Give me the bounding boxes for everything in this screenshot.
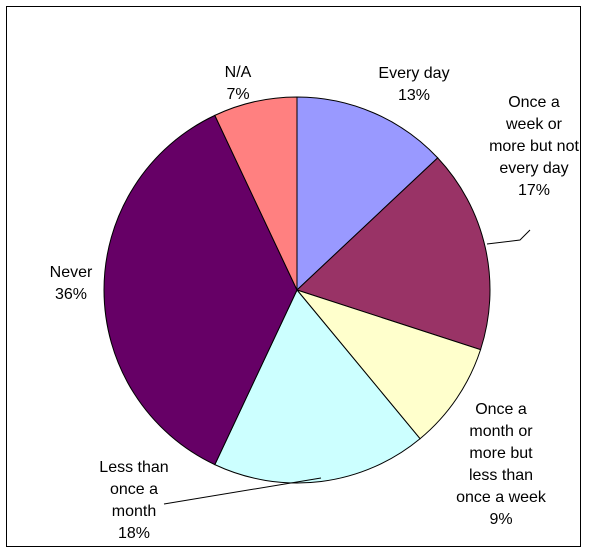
slice-label-line: 36% [55,286,87,303]
slice-label-4: Never 36% [50,264,93,303]
leader-line-3 [163,477,322,505]
slice-label-3: Less than once a month 18% [99,459,168,542]
slice-label-2: Once a month or more but less than once a we… [456,401,547,528]
slice-label-line: more but [469,445,533,462]
pie-slice-5 [214,96,298,291]
pie-slices [103,96,491,484]
slice-label-line: less than [469,467,533,484]
slice-label-line: 7% [226,86,249,103]
slice-label-0: Every day 13% [378,65,449,104]
pie-slice-0 [296,96,439,292]
pie-slice-4 [103,114,298,466]
pie-slice-3 [214,289,421,484]
slice-label-line: month or [469,423,533,440]
slice-label-line: 17% [518,182,550,199]
slice-label-line: 9% [489,511,512,528]
slice-label-1: Once a week or more but not every day 17% [489,94,579,199]
slice-label-line: once a week [456,489,547,506]
slice-label-line: Once a [508,94,560,111]
slice-label-line: week or [505,116,563,133]
slice-label-line: every day [499,160,568,177]
slice-label-line: Less than [99,459,168,476]
slice-label-line: 18% [118,525,150,542]
slice-label-line: Never [50,264,93,281]
slice-label-line: 13% [398,87,430,104]
slice-label-5: N/A 7% [225,64,252,103]
slice-label-line: N/A [225,64,252,81]
pie-slice-1 [296,157,491,351]
slice-label-line: month [112,503,156,520]
leader-line-1 [486,229,531,245]
slice-labels: Every day 13% Once a week or more but not eve… [50,64,580,542]
slice-label-line: once a [110,481,158,498]
pie-slice-2 [295,288,482,440]
slice-label-line: more but not [489,138,579,155]
slice-label-line: Every day [378,65,449,82]
leader-lines [163,229,531,505]
slice-label-line: Once a [475,401,527,418]
